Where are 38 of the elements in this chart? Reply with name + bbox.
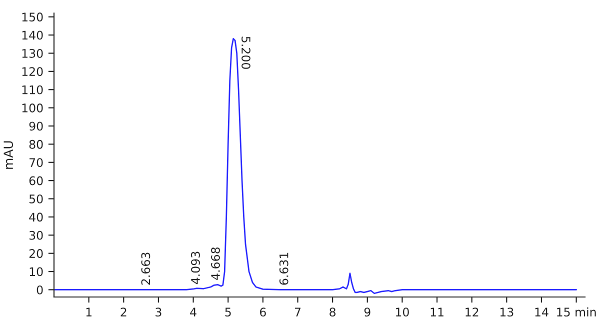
- y-tick-label: 40: [29, 212, 43, 222]
- y-tick-label: 50: [29, 194, 43, 204]
- y-tick-label: 10: [30, 267, 43, 276]
- y-tick-label: 30: [29, 230, 43, 240]
- x-tick-label: 15 min: [557, 307, 596, 317]
- y-tick-label: 0: [36, 285, 43, 294]
- y-tick-label: 20: [29, 249, 43, 258]
- y-tick-label: 120: [22, 67, 43, 76]
- annotation: 4.668: [211, 247, 220, 280]
- y-tick-label: 140: [22, 30, 43, 40]
- x-tick-label: 5: [225, 308, 231, 317]
- x-tick-label: 10: [396, 308, 409, 317]
- y-tick-label: 70: [30, 158, 43, 168]
- y-tick-label: 130: [22, 48, 43, 58]
- x-tick-label: 4: [190, 308, 196, 316]
- y-tick-label: 110: [22, 85, 43, 94]
- y-tick-label: 100: [22, 104, 43, 112]
- x-tick-label: 3: [156, 308, 162, 317]
- x-tick-label: 8: [330, 308, 336, 317]
- y-tick-label: 150: [22, 12, 43, 22]
- x-tick-label: 13: [500, 308, 514, 317]
- x-tick-label: 2: [120, 308, 126, 316]
- x-tick-label: 1: [86, 308, 92, 316]
- x-tick-label: 11: [430, 308, 444, 316]
- annotation: 6.631: [279, 252, 288, 285]
- x-tick-label: 7: [294, 308, 300, 316]
- x-tick-label: 14: [535, 308, 548, 316]
- x-tick-label: 6: [260, 308, 266, 317]
- annotation: 4.093: [191, 252, 200, 284]
- annotation: 2.663: [141, 252, 150, 285]
- line-series: [54, 38, 577, 294]
- x-tick-label: 9: [364, 308, 370, 317]
- y-tick-label: 90: [29, 122, 43, 131]
- y-tick-label: 60: [29, 176, 43, 186]
- x-tick-label: 12: [466, 308, 478, 316]
- annotation: 5.200: [242, 36, 250, 69]
- y-tick-label: 80: [29, 140, 43, 149]
- y-axis-title: mAU: [4, 141, 14, 169]
